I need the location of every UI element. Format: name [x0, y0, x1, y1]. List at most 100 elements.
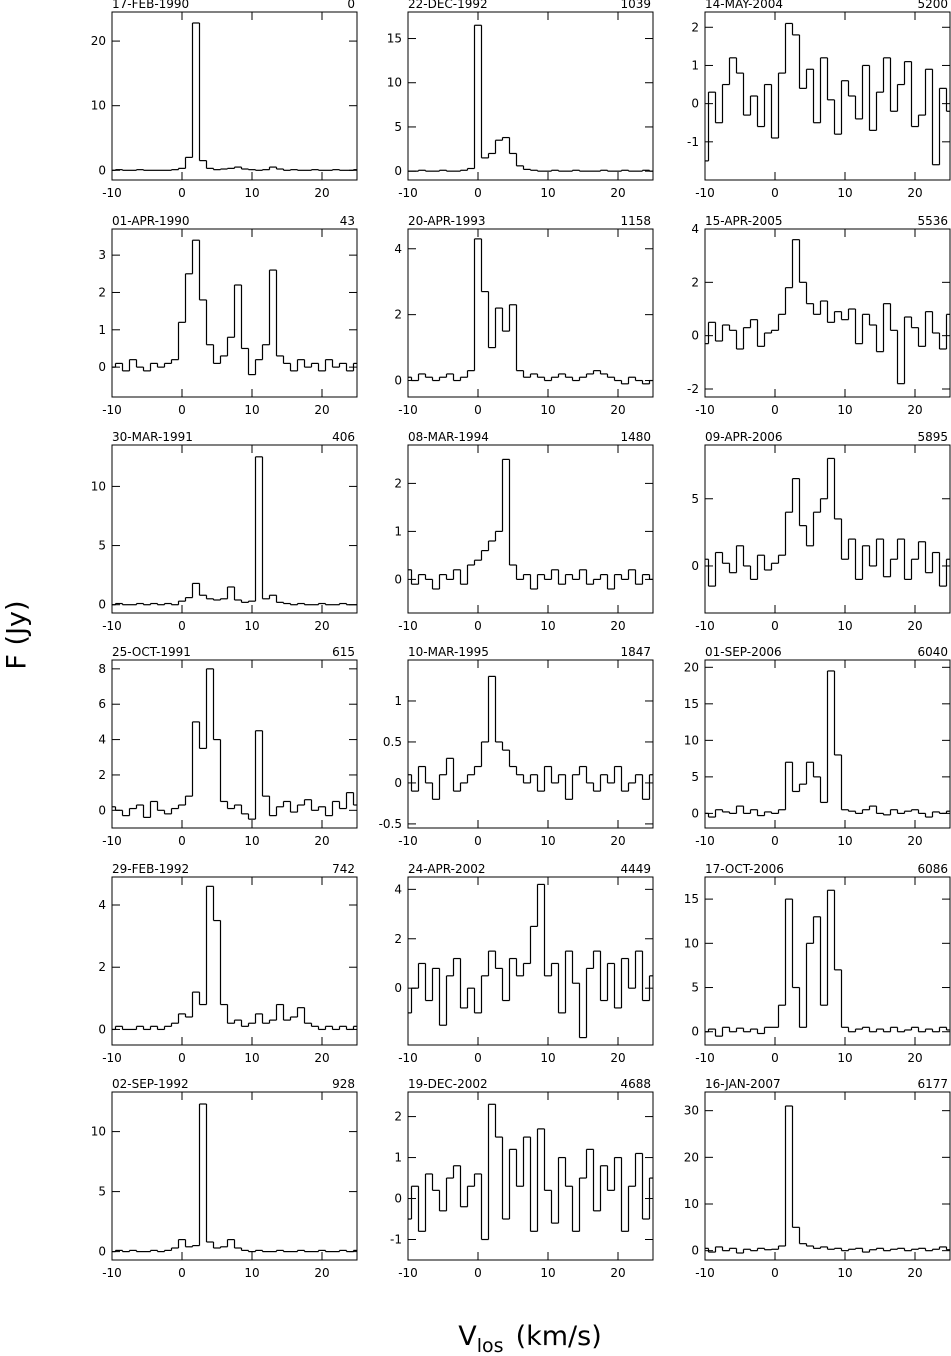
x-tick-label: 0: [178, 1266, 186, 1280]
panel-title: 22-DEC-1992: [408, 0, 488, 11]
x-tick-label: 20: [314, 619, 329, 633]
panel-annotation: 0: [347, 0, 355, 11]
panel-title: 17-OCT-2006: [705, 862, 784, 876]
panel-annotation: 1039: [620, 0, 651, 11]
y-tick-label: 3: [98, 248, 106, 262]
y-tick-label: 2: [394, 308, 402, 322]
y-tick-label: 20: [91, 34, 106, 48]
y-tick-label: 0: [394, 572, 402, 586]
y-tick-label: 0: [98, 598, 106, 612]
panel-title: 20-APR-1993: [408, 214, 486, 228]
panel-annotation: 406: [332, 430, 355, 444]
step-riser: [410, 238, 651, 384]
panel-frame: [407, 659, 654, 829]
y-tick-label: 1: [394, 1151, 402, 1165]
y-tick-label: 0: [394, 776, 402, 790]
y-tick-label: 15: [684, 697, 699, 711]
y-tick-label: 0: [394, 374, 402, 388]
step-riser: [707, 239, 948, 384]
x-tick-label: 20: [907, 1266, 922, 1280]
x-tick-label: -10: [398, 186, 418, 200]
y-tick-label: 2: [394, 932, 402, 946]
x-tick-label: 10: [540, 1051, 555, 1065]
x-label-subscript: los: [477, 1335, 504, 1356]
panel-annotation: 615: [332, 645, 355, 659]
y-tick-label: 5: [691, 770, 699, 784]
panel-title: 30-MAR-1991: [112, 430, 193, 444]
panel-title: 19-DEC-2002: [408, 1077, 488, 1091]
panel-frame: [704, 228, 951, 398]
panel-annotation: 6086: [917, 862, 948, 876]
y-tick-label: 5: [691, 492, 699, 506]
y-tick-label: 0: [98, 1245, 106, 1259]
y-tick-label: 15: [387, 32, 402, 46]
x-tick-label: 0: [771, 619, 779, 633]
x-tick-label: 10: [244, 619, 259, 633]
x-tick-label: -10: [695, 1051, 715, 1065]
x-tick-label: 20: [610, 186, 625, 200]
step-riser: [410, 884, 651, 1038]
step-riser: [707, 670, 948, 818]
step-riser: [114, 886, 355, 1030]
panel-annotation: 928: [332, 1077, 355, 1091]
x-label-unit: (km/s): [516, 1321, 602, 1352]
panel-title: 10-MAR-1995: [408, 645, 489, 659]
y-tick-label: -1: [390, 1233, 402, 1247]
y-tick-label: 10: [91, 479, 106, 493]
panel-annotation: 4688: [620, 1077, 651, 1091]
y-tick-label: 0: [98, 360, 106, 374]
y-tick-label: 2: [691, 275, 699, 289]
panel-title: 17-FEB-1990: [112, 0, 189, 11]
y-tick-label: 2: [98, 285, 106, 299]
x-tick-label: 0: [474, 1266, 482, 1280]
x-tick-label: 10: [244, 1266, 259, 1280]
x-tick-label: 0: [771, 186, 779, 200]
panel-annotation: 4449: [620, 862, 651, 876]
x-tick-label: 0: [474, 834, 482, 848]
x-tick-label: -10: [398, 403, 418, 417]
panel-frame: [407, 11, 654, 181]
panel-title: 01-SEP-2006: [705, 645, 782, 659]
y-tick-label: 5: [691, 981, 699, 995]
y-tick-label: 1: [691, 58, 699, 72]
x-tick-label: 10: [540, 619, 555, 633]
y-tick-label: 10: [684, 1197, 699, 1211]
panel-annotation: 1847: [620, 645, 651, 659]
y-tick-label: -0.5: [379, 817, 402, 831]
panel-annotation: 1480: [620, 430, 651, 444]
step-riser: [410, 676, 651, 800]
x-tick-label: 20: [314, 403, 329, 417]
panel-annotation: 5200: [917, 0, 948, 11]
panel-title: 08-MAR-1994: [408, 430, 489, 444]
y-tick-label: 5: [394, 120, 402, 134]
x-tick-label: -10: [695, 186, 715, 200]
x-tick-label: 10: [837, 1051, 852, 1065]
x-tick-label: 0: [771, 1266, 779, 1280]
y-tick-label: 2: [691, 20, 699, 34]
x-tick-label: 0: [474, 403, 482, 417]
step-riser: [707, 458, 948, 587]
x-tick-label: 20: [314, 1051, 329, 1065]
x-tick-label: 10: [837, 403, 852, 417]
step-riser: [114, 1104, 355, 1252]
y-tick-label: 0: [691, 806, 699, 820]
x-axis-label: Vlos (km/s): [458, 1321, 601, 1356]
y-tick-label: 2: [394, 476, 402, 490]
panel-annotation: 5536: [917, 214, 948, 228]
x-tick-label: -10: [102, 1266, 122, 1280]
x-tick-label: 0: [178, 1051, 186, 1065]
x-tick-label: 10: [837, 186, 852, 200]
panel-frame: [704, 876, 951, 1046]
panel-annotation: 1158: [620, 214, 651, 228]
x-tick-label: 10: [540, 186, 555, 200]
panel-frame: [407, 444, 654, 614]
y-tick-label: 0: [394, 981, 402, 995]
panel-annotation: 43: [340, 214, 355, 228]
panel-frame: [111, 11, 358, 181]
x-tick-label: 20: [907, 1051, 922, 1065]
x-tick-label: 20: [610, 619, 625, 633]
panel-frame: [704, 444, 951, 614]
y-tick-label: 4: [691, 222, 699, 236]
y-tick-label: -1: [687, 135, 699, 149]
step-riser: [410, 1104, 651, 1240]
